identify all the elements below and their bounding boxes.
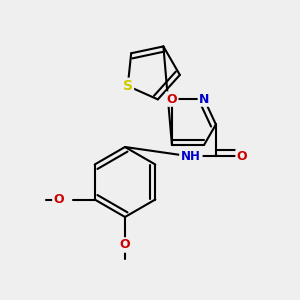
Text: NH: NH	[181, 150, 201, 163]
Text: O: O	[167, 93, 177, 106]
Text: O: O	[120, 238, 130, 251]
Text: O: O	[237, 150, 247, 163]
Text: N: N	[199, 93, 209, 106]
Text: O: O	[53, 193, 64, 206]
Text: S: S	[123, 79, 133, 93]
